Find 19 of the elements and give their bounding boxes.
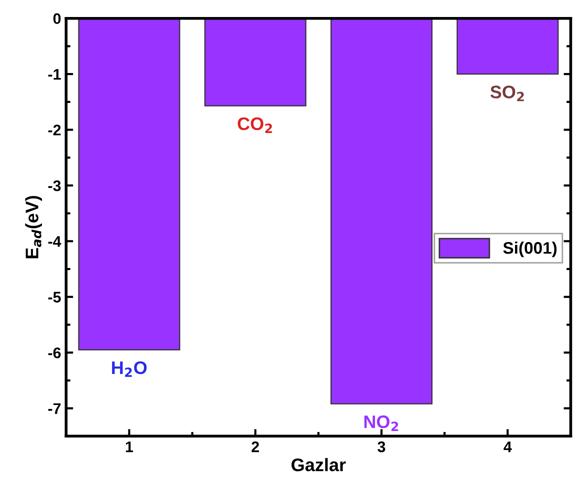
x-tick-label: 2 [252,441,259,452]
legend-label: Si(001) [503,242,557,258]
annotation: NO$_{2}$ [364,415,398,431]
annotation: SO$_{2}$ [490,86,524,102]
y-tick-label: -3 [48,180,61,192]
y-tick-label: -1 [48,69,61,80]
y-tick-label: -6 [48,347,61,358]
x-axis-title: Gazlar [292,458,346,472]
x-tick-label: 1 [126,442,134,452]
y-tick-label: -4 [48,236,62,247]
annotation: CO$_{2}$ [238,117,272,133]
y-tick-label: -2 [48,124,61,136]
y-tick-label: -5 [48,292,61,303]
x-tick-label: 3 [378,441,386,452]
y-tick-label: -7 [48,403,61,414]
annotation: H$_{2}$O [112,361,147,377]
y-tick-label: 0 [53,13,61,24]
x-tick-label: 4 [504,442,512,452]
y-axis-title: E$_{ad}$(eV) [25,196,42,258]
